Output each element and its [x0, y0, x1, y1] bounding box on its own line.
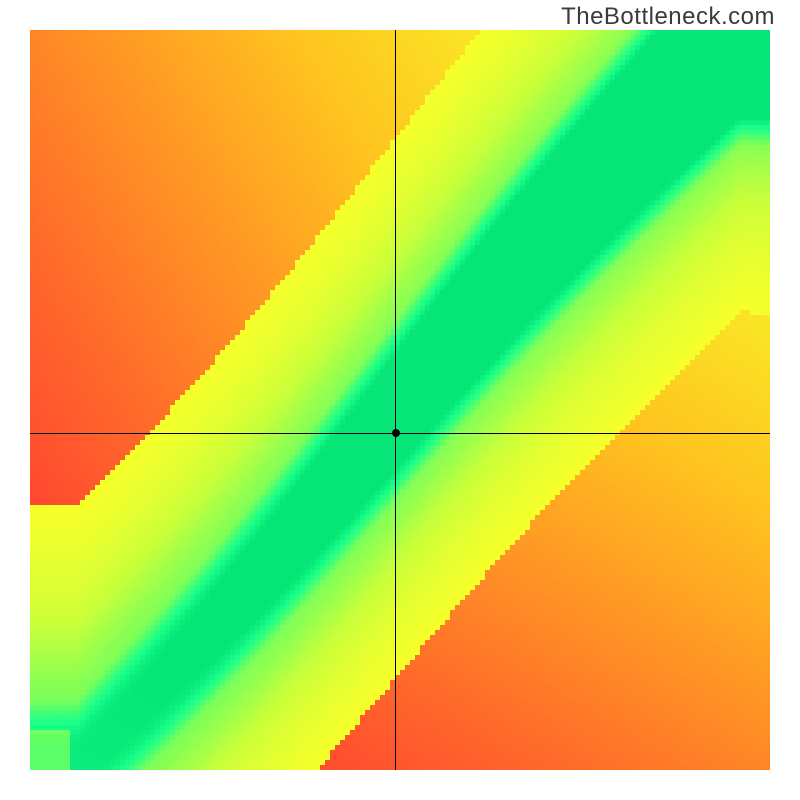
- chart-container: TheBottleneck.com: [0, 0, 800, 800]
- watermark-text: TheBottleneck.com: [561, 3, 775, 31]
- crosshair-dot: [392, 429, 400, 437]
- bottleneck-heatmap: [30, 30, 770, 770]
- crosshair-vertical: [395, 30, 396, 770]
- crosshair-horizontal: [30, 433, 770, 434]
